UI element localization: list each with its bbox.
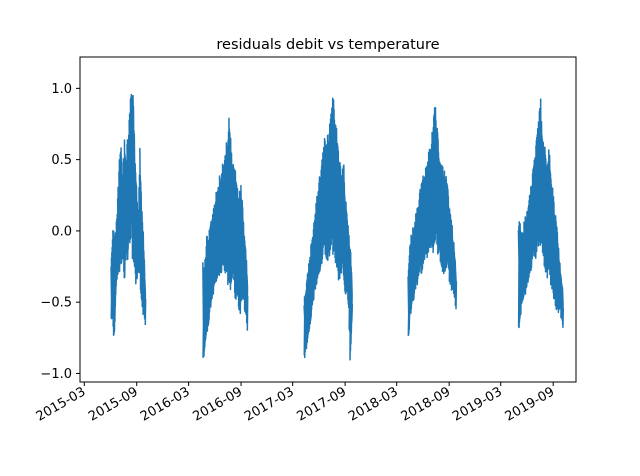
y-tick-label: 0.5 <box>51 153 72 168</box>
series-line-segment <box>303 97 354 361</box>
series-line-segment <box>202 117 249 359</box>
series-line-segment <box>110 93 147 336</box>
plot-series <box>110 93 565 361</box>
series-line-segment <box>407 106 458 337</box>
series-line-segment <box>517 98 565 329</box>
y-tick-label: −1.0 <box>40 367 72 382</box>
y-tick-label: 1.0 <box>51 82 72 97</box>
chart-title: residuals debit vs temperature <box>216 37 439 53</box>
y-tick-label: −0.5 <box>40 296 72 311</box>
plot-area-frame <box>79 56 577 383</box>
y-tick-label: 0.0 <box>51 224 72 239</box>
y-axis: −1.0 −0.5 0.0 0.5 1.0 <box>40 82 80 382</box>
